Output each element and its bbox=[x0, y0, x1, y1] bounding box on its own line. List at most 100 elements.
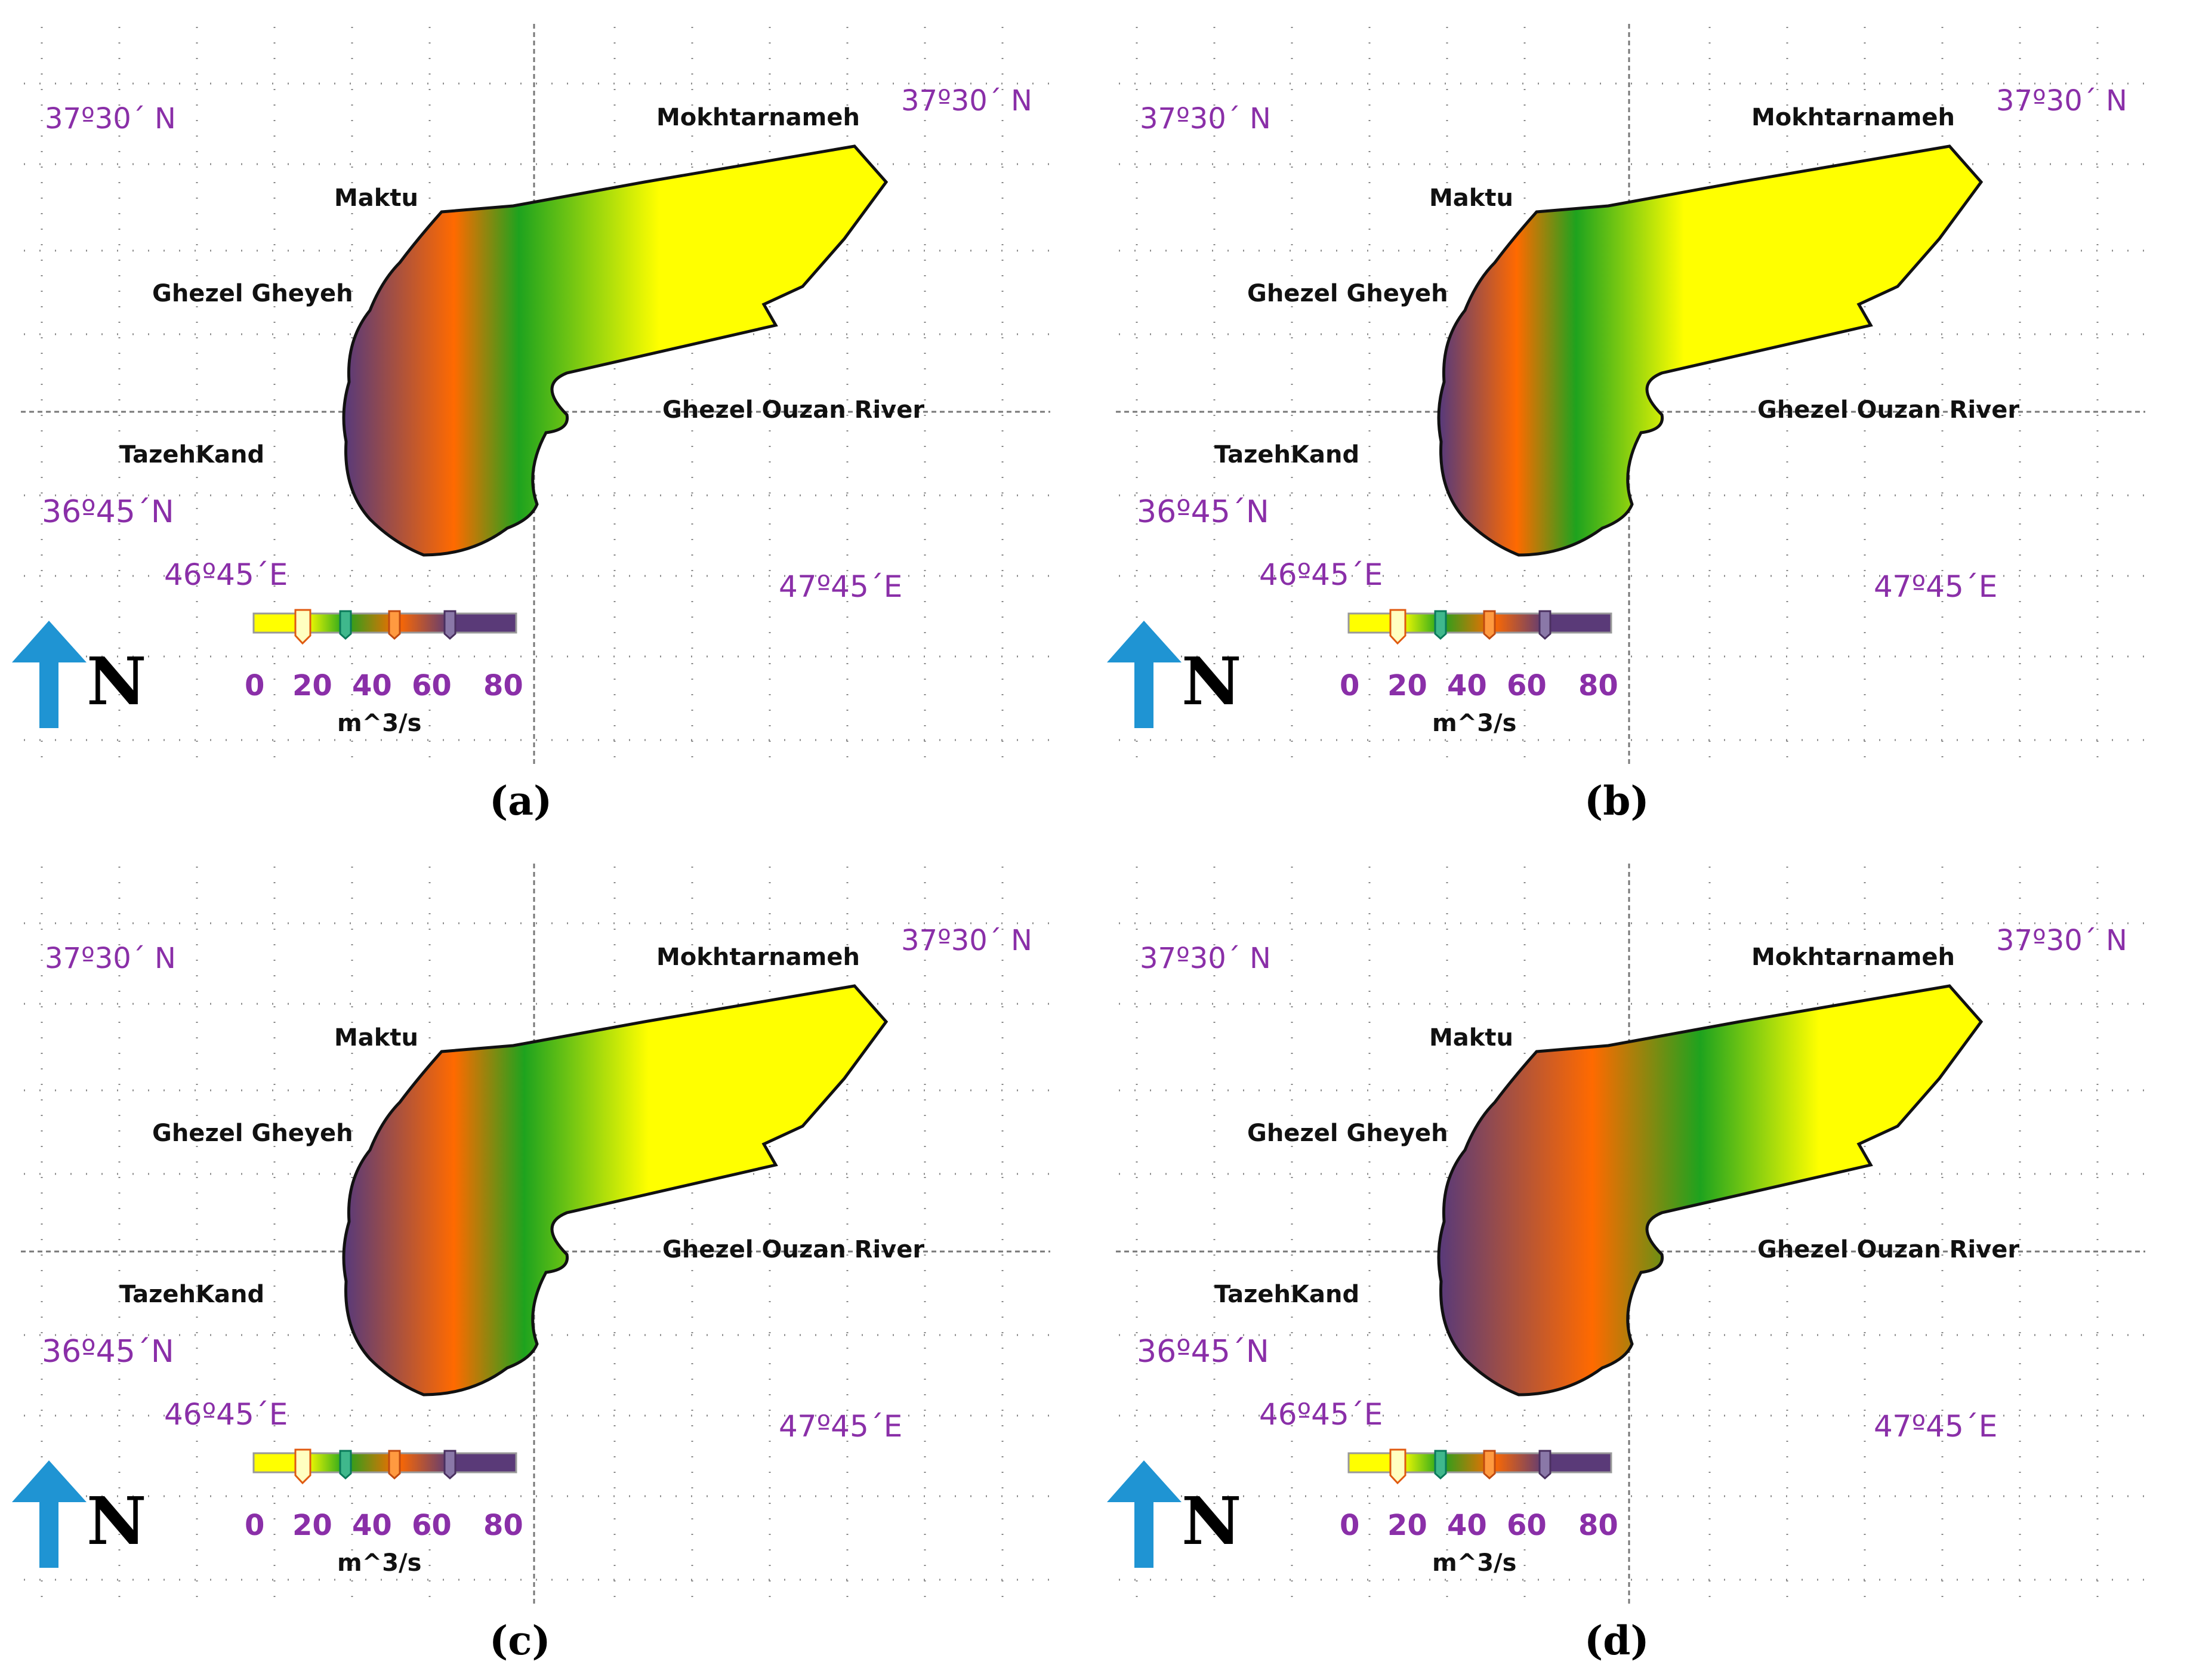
legend-tick-0: 0 bbox=[1340, 1509, 1359, 1542]
coord-lat-top-right: 37º30´ N bbox=[1996, 924, 2127, 957]
legend-slider-markers bbox=[294, 609, 456, 645]
legend-tick-20: 20 bbox=[292, 1509, 332, 1542]
basin-discharge-area bbox=[1437, 144, 1984, 557]
legend-tick-20: 20 bbox=[1387, 669, 1427, 702]
legend-tick-40: 40 bbox=[1447, 669, 1487, 702]
legend-tick-40: 40 bbox=[352, 1509, 392, 1542]
north-arrow-icon bbox=[1107, 1460, 1182, 1568]
legend-color-bar bbox=[1347, 1452, 1612, 1474]
north-label: N bbox=[87, 1482, 147, 1559]
map-panel-a: Mokhtarnameh Maktu Ghezel Gheyeh TazehKa… bbox=[0, 0, 1095, 840]
label-river: Ghezel Ouzan River bbox=[662, 396, 924, 424]
map-figure: Mokhtarnameh Maktu Ghezel Gheyeh TazehKa… bbox=[12, 864, 1050, 1664]
label-maktu: Maktu bbox=[1429, 184, 1513, 212]
coord-lat-bottom: 36º45´N bbox=[1137, 494, 1269, 530]
coord-lon-right: 47º45´E bbox=[779, 1409, 902, 1444]
coord-lat-bottom: 36º45´N bbox=[1137, 1334, 1269, 1370]
label-mokhtarnameh: Mokhtarnameh bbox=[656, 944, 860, 971]
map-panel-b: Mokhtarnameh Maktu Ghezel Gheyeh TazehKa… bbox=[1095, 0, 2190, 840]
label-tazehkand: TazehKand bbox=[1214, 1281, 1359, 1308]
map-figure: Mokhtarnameh Maktu Ghezel Gheyeh TazehKa… bbox=[1107, 864, 2145, 1664]
panel-caption: (b) bbox=[1584, 778, 1649, 824]
label-tazehkand: TazehKand bbox=[1214, 441, 1359, 468]
legend-tick-0: 0 bbox=[245, 669, 264, 702]
legend-color-bar bbox=[252, 612, 517, 634]
legend-tick-20: 20 bbox=[1387, 1509, 1427, 1542]
coord-lon-left: 46º45´E bbox=[164, 557, 288, 592]
label-river: Ghezel Ouzan River bbox=[1757, 396, 2019, 424]
legend-slider-markers bbox=[294, 1448, 456, 1485]
basin-discharge-area bbox=[342, 144, 889, 557]
coord-lat-bottom: 36º45´N bbox=[42, 1334, 174, 1370]
dotted-grid bbox=[24, 867, 1050, 1601]
legend-tick-0: 0 bbox=[1340, 669, 1359, 702]
coord-lon-left: 46º45´E bbox=[164, 1397, 288, 1432]
coord-lat-top-right: 37º30´ N bbox=[901, 84, 1032, 118]
discharge-legend: 0 20 40 60 80 m^3/s bbox=[1340, 1448, 1618, 1577]
legend-unit: m^3/s bbox=[1432, 710, 1516, 737]
coord-lat-top-left: 37º30´ N bbox=[45, 102, 176, 135]
label-maktu: Maktu bbox=[334, 184, 418, 212]
legend-tick-80: 80 bbox=[1578, 669, 1618, 702]
label-river: Ghezel Ouzan River bbox=[1757, 1236, 2019, 1263]
label-ghezel-gheyeh: Ghezel Gheyeh bbox=[1247, 1120, 1448, 1147]
label-mokhtarnameh: Mokhtarnameh bbox=[656, 104, 860, 131]
label-maktu: Maktu bbox=[334, 1024, 418, 1052]
coord-lat-bottom: 36º45´N bbox=[42, 494, 174, 530]
panel-caption: (a) bbox=[489, 778, 552, 824]
legend-color-bar bbox=[252, 1452, 517, 1474]
coord-lon-left: 46º45´E bbox=[1259, 557, 1383, 592]
legend-tick-40: 40 bbox=[1447, 1509, 1487, 1542]
coord-lat-top-right: 37º30´ N bbox=[1996, 84, 2127, 118]
legend-tick-80: 80 bbox=[483, 1509, 523, 1542]
basin-discharge-area bbox=[1437, 984, 1984, 1397]
panel-caption: (c) bbox=[489, 1617, 551, 1664]
label-ghezel-gheyeh: Ghezel Gheyeh bbox=[152, 280, 353, 307]
dotted-grid bbox=[1119, 27, 2145, 761]
coord-lat-top-left: 37º30´ N bbox=[1140, 942, 1271, 975]
map-panel-c: Mokhtarnameh Maktu Ghezel Gheyeh TazehKa… bbox=[0, 840, 1095, 1679]
coord-lat-top-left: 37º30´ N bbox=[45, 942, 176, 975]
legend-tick-40: 40 bbox=[352, 669, 392, 702]
legend-slider-markers bbox=[1389, 609, 1551, 645]
coord-lon-left: 46º45´E bbox=[1259, 1397, 1383, 1432]
map-figure: Mokhtarnameh Maktu Ghezel Gheyeh TazehKa… bbox=[12, 24, 1050, 824]
legend-tick-0: 0 bbox=[245, 1509, 264, 1542]
basin-discharge-area bbox=[342, 984, 889, 1397]
legend-unit: m^3/s bbox=[337, 1549, 421, 1577]
legend-color-bar bbox=[1347, 612, 1612, 634]
legend-tick-20: 20 bbox=[292, 669, 332, 702]
label-maktu: Maktu bbox=[1429, 1024, 1513, 1052]
coord-lon-right: 47º45´E bbox=[1874, 569, 1997, 604]
discharge-legend: 0 20 40 60 80 m^3/s bbox=[1340, 609, 1618, 737]
north-arrow-icon bbox=[1107, 621, 1182, 728]
north-arrow-icon bbox=[12, 621, 87, 728]
legend-unit: m^3/s bbox=[337, 710, 421, 737]
coord-lat-top-left: 37º30´ N bbox=[1140, 102, 1271, 135]
coord-lon-right: 47º45´E bbox=[1874, 1409, 1997, 1444]
legend-unit: m^3/s bbox=[1432, 1549, 1516, 1577]
label-tazehkand: TazehKand bbox=[119, 1281, 264, 1308]
coord-lon-right: 47º45´E bbox=[779, 569, 902, 604]
legend-tick-80: 80 bbox=[1578, 1509, 1618, 1542]
discharge-legend: 0 20 40 60 80 m^3/s bbox=[245, 609, 523, 737]
label-mokhtarnameh: Mokhtarnameh bbox=[1751, 944, 1955, 971]
legend-tick-60: 60 bbox=[412, 1509, 452, 1542]
label-ghezel-gheyeh: Ghezel Gheyeh bbox=[152, 1120, 353, 1147]
north-label: N bbox=[1182, 643, 1242, 720]
north-label: N bbox=[1182, 1482, 1242, 1559]
label-tazehkand: TazehKand bbox=[119, 441, 264, 468]
label-mokhtarnameh: Mokhtarnameh bbox=[1751, 104, 1955, 131]
north-arrow-icon bbox=[12, 1460, 87, 1568]
label-river: Ghezel Ouzan River bbox=[662, 1236, 924, 1263]
north-label: N bbox=[87, 643, 147, 720]
panel-caption: (d) bbox=[1584, 1617, 1649, 1664]
map-figure: Mokhtarnameh Maktu Ghezel Gheyeh TazehKa… bbox=[1107, 24, 2145, 824]
label-ghezel-gheyeh: Ghezel Gheyeh bbox=[1247, 280, 1448, 307]
discharge-legend: 0 20 40 60 80 m^3/s bbox=[245, 1448, 523, 1577]
legend-tick-80: 80 bbox=[483, 669, 523, 702]
legend-tick-60: 60 bbox=[1507, 1509, 1547, 1542]
legend-slider-markers bbox=[1389, 1448, 1551, 1485]
coord-lat-top-right: 37º30´ N bbox=[901, 924, 1032, 957]
legend-tick-60: 60 bbox=[412, 669, 452, 702]
